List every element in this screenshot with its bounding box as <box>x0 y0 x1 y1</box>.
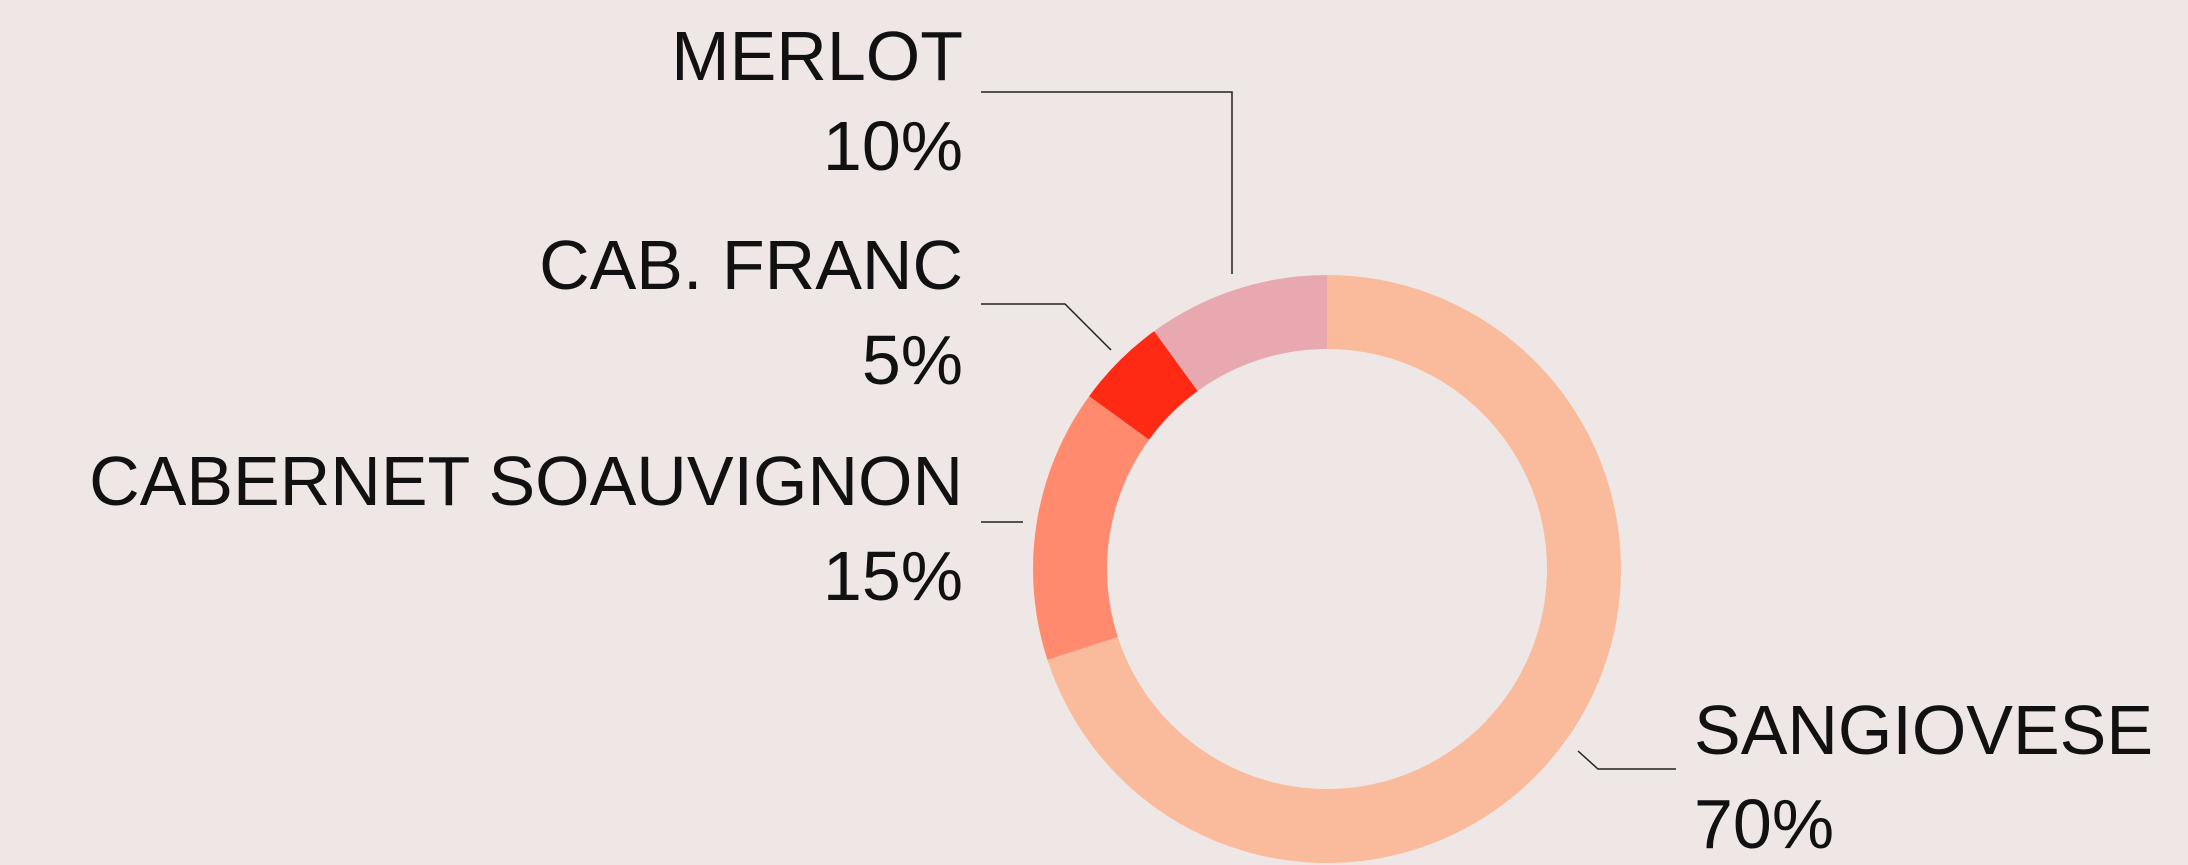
value-label: 70% <box>1694 785 1834 863</box>
category-label: SANGIOVESE <box>1694 691 2153 769</box>
value-label: 10% <box>823 107 963 185</box>
donut-segment <box>1033 396 1150 660</box>
leader-line <box>981 91 1233 274</box>
leader-line <box>981 303 1112 351</box>
value-label: 5% <box>862 321 963 399</box>
labels: SANGIOVESE 70% CABERNET SOAUVIGNON 15% CAB. … <box>89 17 2153 863</box>
donut-segment <box>1154 275 1327 392</box>
value-label: 15% <box>823 537 963 615</box>
donut-segment <box>1089 331 1198 440</box>
category-label: CABERNET SOAUVIGNON <box>89 442 963 520</box>
category-label: CAB. FRANC <box>539 226 963 304</box>
leader-line <box>1577 750 1676 770</box>
donut <box>1033 275 1621 863</box>
category-label: MERLOT <box>671 17 963 95</box>
